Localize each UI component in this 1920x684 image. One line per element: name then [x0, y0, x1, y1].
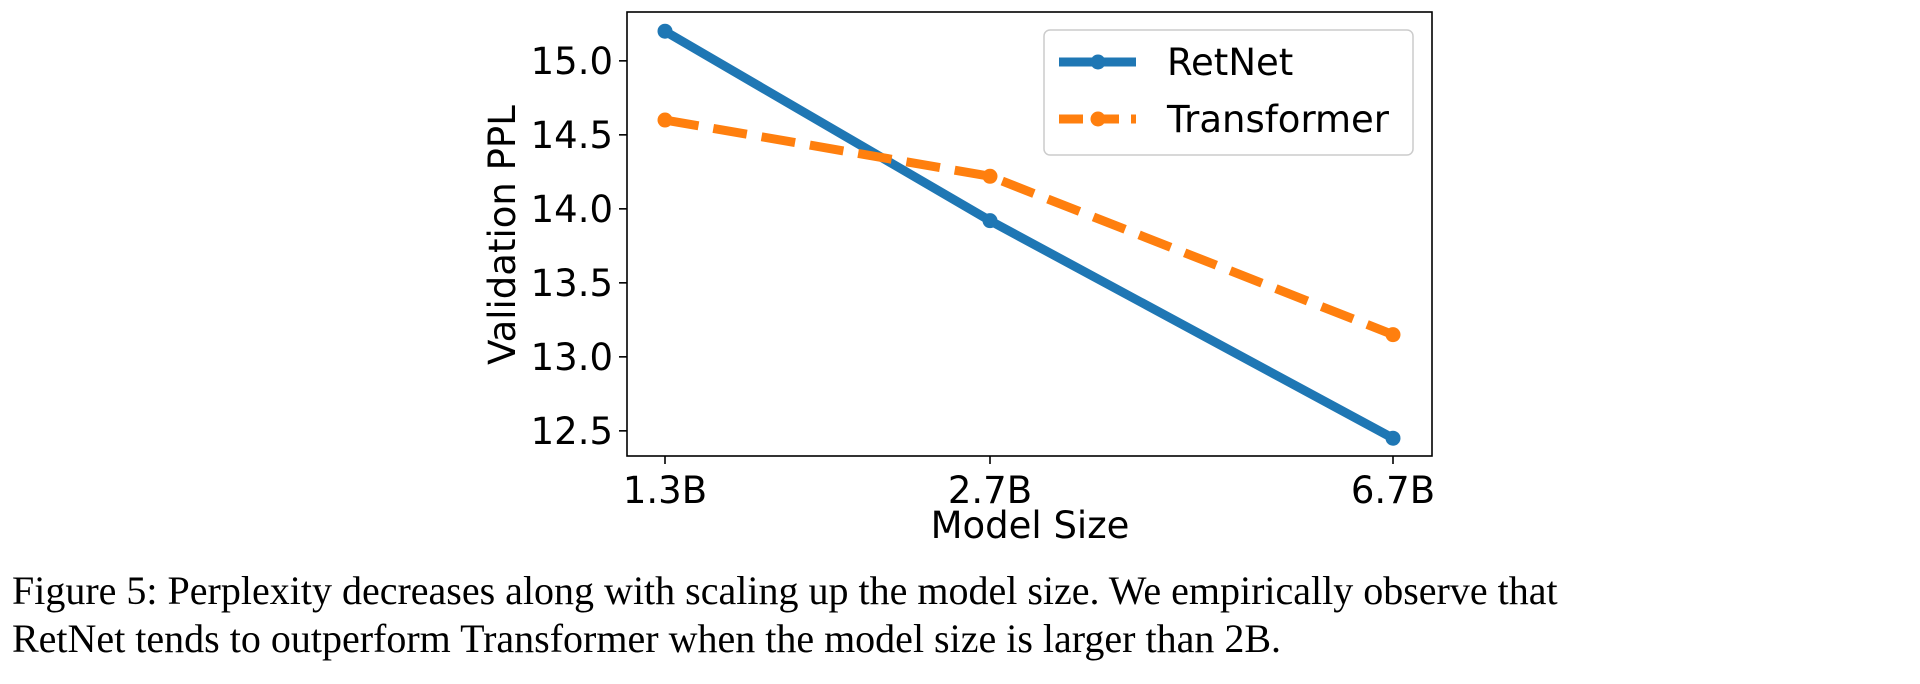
x-axis-label: Model Size	[931, 504, 1130, 547]
legend-label: Transformer	[1166, 98, 1390, 141]
legend: RetNet Transformer	[1043, 29, 1414, 156]
data-point-transformer	[1385, 327, 1401, 343]
figure-caption: Figure 5: Perplexity decreases along wit…	[12, 568, 1558, 661]
x-tick-label: 6.7B	[1351, 469, 1435, 512]
legend-marker-transformer	[1090, 111, 1106, 127]
axes-layer: 12.5 13.0 13.5 14.0 14.5 15.0 1.3B 2.7B 6.7B	[531, 11, 1435, 512]
legend-marker-retnet	[1090, 54, 1106, 70]
data-point-retnet	[982, 213, 998, 229]
x-tick-label: 1.3B	[623, 469, 707, 512]
y-tick-label: 12.5	[531, 410, 613, 453]
data-point-transformer	[982, 168, 998, 184]
y-tick-label: 14.5	[531, 114, 613, 157]
data-point-retnet	[657, 23, 673, 39]
y-tick-label: 15.0	[531, 40, 613, 83]
series-line-transformer	[664, 115, 1395, 339]
x-tick-label: 2.7B	[948, 469, 1032, 512]
data-point-retnet	[1385, 430, 1401, 446]
chart: 12.5 13.0 13.5 14.0 14.5 15.0 1.3B 2.7B 6.7B Ret…	[481, 11, 1435, 547]
data-point-transformer	[657, 112, 673, 128]
series-layer	[657, 23, 1401, 446]
plot-frame	[626, 11, 1433, 457]
legend-label: RetNet	[1167, 41, 1293, 84]
y-axis-label: Validation PPL	[481, 105, 524, 365]
y-tick-label: 13.0	[531, 336, 613, 379]
y-tick-label: 14.0	[531, 188, 613, 231]
y-tick-label: 13.5	[531, 262, 613, 305]
legend-frame	[1043, 29, 1414, 156]
